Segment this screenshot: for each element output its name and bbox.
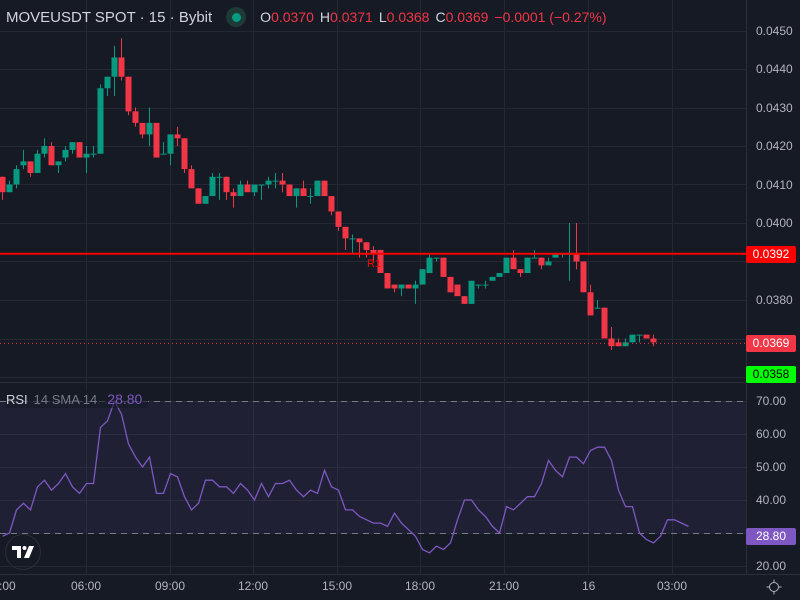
rsi-tick-label: 50.00 [756, 460, 787, 474]
ohlc-high-value: 0.0371 [330, 9, 373, 25]
rsi-pane[interactable] [0, 384, 746, 574]
rsi-tick-label: 20.00 [756, 559, 787, 573]
time-tick-label: 16 [582, 579, 596, 593]
rsi-value-tag: 28.80 [746, 528, 796, 545]
tradingview-logo-icon [12, 546, 34, 558]
time-tick-label: 12:00 [238, 579, 269, 593]
resistance-label: R1 [367, 258, 381, 270]
ohlc-high-label: H [319, 9, 331, 25]
ohlc-close-label: C [435, 9, 446, 25]
price-tick-label: 0.0380 [756, 293, 793, 307]
rsi-current-value: 28.80 [107, 391, 143, 407]
symbol-title[interactable]: MOVEUSDT SPOT · 15 · Bybit [6, 8, 213, 26]
price-pane[interactable] [0, 0, 746, 382]
price-tick-label: 0.0400 [756, 216, 793, 230]
time-tick-label: 15:00 [322, 579, 353, 593]
symbol-legend: MOVEUSDT SPOT · 15 · Bybit O 0.0370 H 0.03… [6, 6, 607, 28]
rsi-tick-label: 40.00 [756, 493, 787, 507]
time-tick-label: 18:00 [405, 579, 436, 593]
price-tick-label: 0.0420 [756, 139, 793, 153]
rsi-tick-label: 70.00 [756, 394, 787, 408]
ohlc-low-value: 0.0368 [386, 9, 430, 25]
rsi-tick-label: 60.00 [756, 427, 787, 441]
ohlc-open-value: 0.0370 [271, 9, 314, 25]
ohlc-open-label: O [260, 9, 272, 25]
time-tick-label: 03:00 [657, 579, 688, 593]
price-tick-label: 0.0450 [756, 23, 793, 38]
price-tick-label: 0.0440 [756, 62, 793, 76]
settings-gear-icon[interactable] [766, 579, 782, 595]
time-tick-label: :00 [0, 579, 16, 593]
rsi-legend: RSI 14 SMA 14 28.80 [6, 390, 149, 408]
rsi-indicator-params: 14 SMA 14 [33, 391, 98, 407]
ohlc-low-label: L [378, 9, 387, 25]
time-tick-label: 21:00 [489, 579, 520, 593]
market-open-dot-icon [231, 12, 241, 22]
tradingview-logo[interactable] [5, 534, 41, 570]
price-tick-label: 0.0430 [756, 100, 793, 115]
time-tick-label: 09:00 [155, 579, 186, 593]
price-tick-label: 0.0410 [756, 177, 793, 192]
resistance-price-tag: 0.0392 [746, 245, 796, 263]
time-tick-label: 06:00 [71, 579, 102, 593]
price-change: −0.0001 (−0.27%) [494, 9, 607, 25]
rsi-band-fill [0, 401, 746, 533]
support-price-tag: 0.0358 [746, 366, 796, 383]
ohlc-close-value: 0.0369 [445, 9, 489, 25]
rsi-indicator-name[interactable]: RSI [6, 391, 28, 407]
market-status-indicator[interactable] [226, 7, 247, 27]
last-price-tag: 0.0369 [746, 335, 796, 353]
